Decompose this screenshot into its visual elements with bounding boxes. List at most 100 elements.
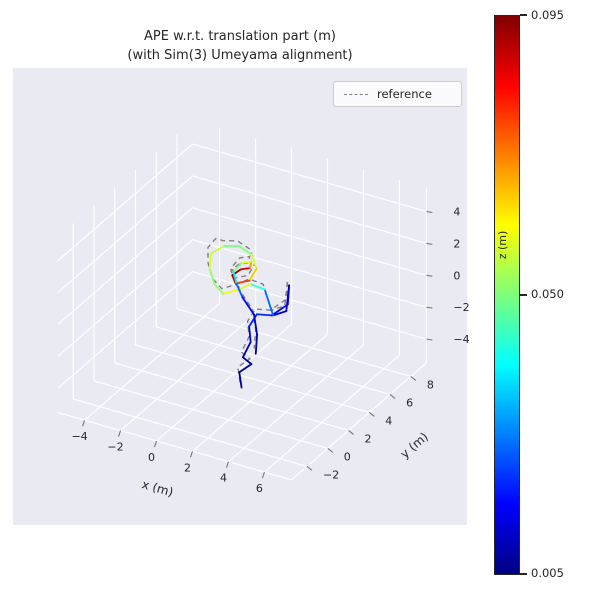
colorbar-label-mid: 0.050	[531, 287, 564, 301]
trajectory-segment	[222, 289, 238, 295]
y-tick-label: 2	[365, 432, 372, 445]
grid-line	[57, 239, 193, 358]
y-tick	[389, 394, 396, 399]
x-tick-label: 4	[220, 472, 227, 485]
y-tick-label: 8	[427, 378, 434, 391]
grid-line	[57, 271, 193, 389]
y-tick	[368, 412, 375, 417]
z-tick-label: 0	[453, 269, 460, 282]
trajectory-segment	[263, 288, 275, 317]
y-tick	[327, 448, 334, 453]
trajectory-segment	[248, 325, 252, 343]
trajectory-segment	[249, 260, 253, 269]
trajectory-segment	[235, 283, 244, 299]
z-tick	[426, 338, 433, 341]
grid-line	[192, 143, 427, 213]
y-tick-label: −2	[323, 468, 339, 481]
trajectory-segment	[272, 310, 288, 317]
z-tick	[426, 242, 433, 245]
legend: reference	[333, 81, 462, 107]
y-tick	[410, 376, 417, 381]
grid-line	[176, 308, 412, 378]
trajectory-segment	[232, 262, 243, 273]
grid-line	[264, 354, 400, 473]
grid-line	[192, 239, 427, 308]
x-tick	[261, 471, 265, 479]
colorbar-label-min: 0.005	[531, 566, 564, 580]
trajectory-segment	[238, 363, 253, 374]
grid-line	[57, 143, 193, 262]
trajectory-segment	[234, 279, 251, 285]
trajectory-segment	[213, 283, 225, 295]
grid-line	[114, 362, 349, 432]
trajectory-segment	[240, 260, 253, 265]
x-tick	[225, 461, 229, 468]
axes-edge	[57, 411, 292, 481]
colorbar-tick-bottom	[520, 573, 527, 575]
grid-line	[192, 207, 427, 276]
x-tick-label: −2	[107, 441, 123, 454]
x-tick-label: 6	[256, 482, 263, 495]
trajectory-segment	[270, 303, 289, 317]
grid-line	[93, 380, 328, 449]
grid-line	[156, 323, 292, 442]
trajectory-segment	[241, 341, 252, 359]
trajectory-segment	[208, 252, 213, 270]
y-tick-label: 0	[344, 450, 351, 463]
x-tick	[154, 440, 157, 448]
trajectory-segment	[239, 267, 251, 271]
z-tick-label: 4	[453, 206, 460, 219]
grid-line	[57, 207, 193, 326]
reference-dashed-line-sample	[344, 93, 368, 95]
z-tick-label: −4	[453, 333, 469, 346]
y-tick-label: 6	[406, 396, 413, 409]
trajectory-segment	[248, 267, 258, 282]
grid-line	[72, 398, 308, 467]
reference-trajectory	[207, 237, 289, 383]
title-line-2: (with Sim(3) Umeyama alignment)	[127, 48, 353, 63]
x-axis-label: x (m)	[140, 477, 175, 499]
grid-line	[120, 313, 256, 432]
z-tick	[426, 211, 433, 214]
grid-line	[156, 326, 391, 396]
grid-line	[57, 175, 193, 294]
x-tick-label: 0	[148, 451, 155, 464]
legend-label-reference: reference	[377, 87, 432, 101]
trajectory-segment	[238, 371, 243, 389]
trajectory-segment	[254, 333, 258, 355]
colorbar-label-max: 0.095	[531, 8, 564, 22]
z-tick-label: −2	[453, 301, 469, 314]
trajectory-segment	[231, 274, 237, 285]
colorbar-tick-top	[520, 14, 527, 16]
y-axis-label: y (m)	[398, 430, 431, 462]
colorbar	[494, 15, 520, 575]
z-axis-label: z (m)	[496, 231, 509, 260]
grid-line	[192, 175, 427, 244]
trajectory-segment	[253, 313, 258, 336]
y-tick-label: 4	[385, 414, 392, 427]
grid-line	[135, 344, 370, 414]
z-tick	[426, 274, 433, 277]
trajectory-segment	[250, 253, 258, 270]
trajectory-segment	[285, 284, 291, 313]
trajectory-segment	[210, 244, 226, 255]
trajectory-segment	[241, 296, 255, 316]
z-tick-label: 2	[453, 237, 460, 250]
x-tick	[190, 451, 193, 458]
trajectory-segment	[232, 271, 238, 285]
z-tick	[426, 306, 433, 309]
x-tick	[118, 430, 122, 437]
trajectory-segment	[238, 245, 253, 256]
y-tick	[306, 466, 313, 471]
grid-line	[192, 333, 328, 452]
grid-line	[84, 302, 220, 421]
x-tick-label: 2	[184, 461, 191, 474]
colorbar-tick-middle	[520, 294, 527, 296]
axes-edge	[291, 362, 427, 481]
y-tick	[348, 430, 354, 435]
trajectory-segment	[208, 267, 216, 285]
trajectory-segment	[249, 283, 266, 291]
trajectory-segment	[248, 313, 258, 328]
